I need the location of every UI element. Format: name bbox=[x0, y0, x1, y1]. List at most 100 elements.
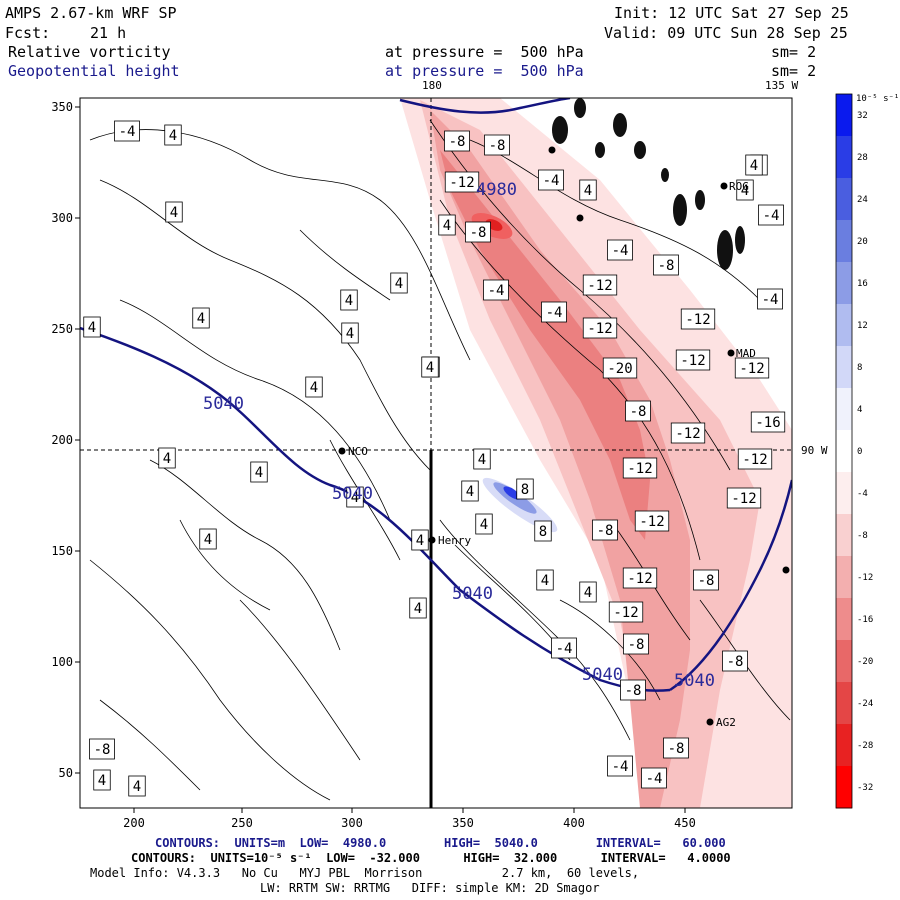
vorticity-label: -12 bbox=[675, 426, 700, 442]
colorbar-unit: 10⁻⁵ s⁻¹ bbox=[856, 94, 899, 104]
colorbar-label: -16 bbox=[857, 615, 873, 625]
vorticity-label-box bbox=[625, 400, 651, 422]
vorticity-label-box bbox=[534, 520, 552, 542]
vorticity-label-box bbox=[128, 775, 146, 797]
vorticity-label: -12 bbox=[587, 321, 612, 337]
station-marker bbox=[727, 349, 735, 357]
x-tick-label: 450 bbox=[674, 816, 696, 830]
colorbar-label: -24 bbox=[857, 699, 873, 709]
vorticity-label-box bbox=[607, 755, 633, 777]
colorbar-label: 24 bbox=[857, 195, 868, 205]
vorticity-label: 4 bbox=[750, 158, 758, 174]
station-label: ROG bbox=[729, 180, 749, 193]
vorticity-label: 4 bbox=[584, 183, 592, 199]
vorticity-label-box bbox=[421, 356, 439, 378]
vorticity-label-box bbox=[582, 274, 618, 296]
vorticity-label-box bbox=[757, 288, 783, 310]
vorticity-label-box bbox=[608, 601, 644, 623]
vorticity-label: 4 bbox=[351, 490, 359, 506]
colorbar-label: 4 bbox=[857, 405, 862, 415]
colorbar-label: 0 bbox=[857, 447, 862, 457]
colorbar-swatch bbox=[836, 430, 852, 473]
height-label: 5040 bbox=[674, 671, 715, 691]
vorticity-label: -4 bbox=[763, 208, 780, 224]
valid-time: Valid: 09 UTC Sun 28 Sep 25 bbox=[604, 24, 848, 42]
station-marker bbox=[706, 718, 714, 726]
field-height: Geopotential height bbox=[8, 62, 180, 80]
vorticity-label-box bbox=[675, 349, 711, 371]
vorticity-label-box bbox=[158, 447, 176, 469]
vorticity-label: 4 bbox=[346, 326, 354, 342]
colorbar-label: 20 bbox=[857, 237, 868, 247]
vorticity-label-box bbox=[461, 480, 479, 502]
vorticity-label: -12 bbox=[742, 452, 767, 468]
vorticity-label: -8 bbox=[94, 742, 111, 758]
vorticity-label: 8 bbox=[521, 482, 529, 498]
footer-physics: LW: RRTM SW: RRTMG DIFF: simple KM: 2D S… bbox=[260, 881, 600, 895]
vorticity-label-box bbox=[734, 357, 770, 379]
vorticity-label-box bbox=[409, 597, 427, 619]
meridian-135w-label: 135 W bbox=[765, 79, 798, 92]
vorticity-label-box bbox=[726, 487, 762, 509]
field-vorticity-sm: sm= 2 bbox=[771, 43, 817, 61]
vorticity-label: -12 bbox=[449, 175, 474, 191]
vorticity-label: -8 bbox=[489, 138, 506, 154]
vorticity-label-box bbox=[607, 239, 633, 261]
vorticity-labels: -44-8-8-12-8-444444444-4-4-12-12-12-20-1… bbox=[83, 120, 786, 797]
vorticity-label-box bbox=[551, 637, 577, 659]
y-tick-label: 150 bbox=[51, 544, 73, 558]
vorticity-label-box bbox=[737, 448, 773, 470]
vorticity-label-box bbox=[680, 308, 716, 330]
vorticity-label: 4 bbox=[169, 128, 177, 144]
y-tick-label: 100 bbox=[51, 655, 73, 669]
vorticity-label-box bbox=[536, 569, 554, 591]
colorbar-swatch bbox=[836, 178, 852, 221]
vorticity-label-box bbox=[541, 301, 567, 323]
colorbar-label: -8 bbox=[857, 531, 868, 541]
colorbar-label: -28 bbox=[857, 741, 873, 751]
vorticity-label: 4 bbox=[414, 601, 422, 617]
y-tick-label: 300 bbox=[51, 211, 73, 225]
meridian-90w-label: 90 W bbox=[801, 444, 828, 457]
station-marker bbox=[338, 447, 346, 455]
vorticity-label: -4 bbox=[612, 759, 629, 775]
colorbar-label: -20 bbox=[857, 657, 873, 667]
y-tick-label: 250 bbox=[51, 322, 73, 336]
vorticity-label: -8 bbox=[727, 654, 744, 670]
vorticity-label-box bbox=[693, 569, 719, 591]
vorticity-label-box bbox=[736, 179, 754, 201]
vorticity-label-box bbox=[653, 254, 679, 276]
vorticity-label-box bbox=[192, 307, 210, 329]
x-axis: 200 250 300 350 400 450 bbox=[123, 808, 696, 830]
vorticity-label-box bbox=[89, 738, 115, 760]
vorticity-label: 4 bbox=[88, 320, 96, 336]
height-label: 5040 bbox=[582, 665, 623, 685]
vorticity-label-box bbox=[438, 214, 456, 236]
vorticity-label: 4 bbox=[345, 293, 353, 309]
height-label: 4980 bbox=[476, 180, 517, 200]
station-label: NCO bbox=[348, 445, 368, 458]
height-label: 5040 bbox=[203, 394, 244, 414]
vorticity-label: -12 bbox=[731, 491, 756, 507]
field-vorticity-level: at pressure = 500 hPa bbox=[385, 43, 584, 61]
colorbar-swatch bbox=[836, 220, 852, 263]
vorticity-label: -8 bbox=[597, 523, 614, 539]
station-label: Henry bbox=[438, 534, 471, 547]
colorbar-swatch bbox=[836, 262, 852, 305]
colorbar-frame bbox=[835, 93, 853, 809]
vorticity-label-box bbox=[750, 411, 786, 433]
vorticity-label: -12 bbox=[685, 312, 710, 328]
vorticity-label: -12 bbox=[680, 353, 705, 369]
vorticity-label: 4 bbox=[204, 532, 212, 548]
colorbar-swatch bbox=[836, 598, 852, 641]
vorticity-label: -4 bbox=[119, 124, 136, 140]
vorticity-label-box bbox=[199, 528, 217, 550]
vorticity-label: -4 bbox=[612, 243, 629, 259]
vorticity-label-box bbox=[592, 519, 618, 541]
footer-vorticity-contours: CONTOURS: UNITS=10⁻⁵ s⁻¹ LOW= -32.000 HI… bbox=[131, 851, 731, 865]
vorticity-label-box bbox=[475, 513, 493, 535]
y-axis: 350 300 250 200 150 100 50 bbox=[51, 100, 80, 780]
vorticity-label-box bbox=[538, 169, 564, 191]
vorticity-label-box bbox=[641, 767, 667, 789]
vorticity-label: 4 bbox=[197, 311, 205, 327]
